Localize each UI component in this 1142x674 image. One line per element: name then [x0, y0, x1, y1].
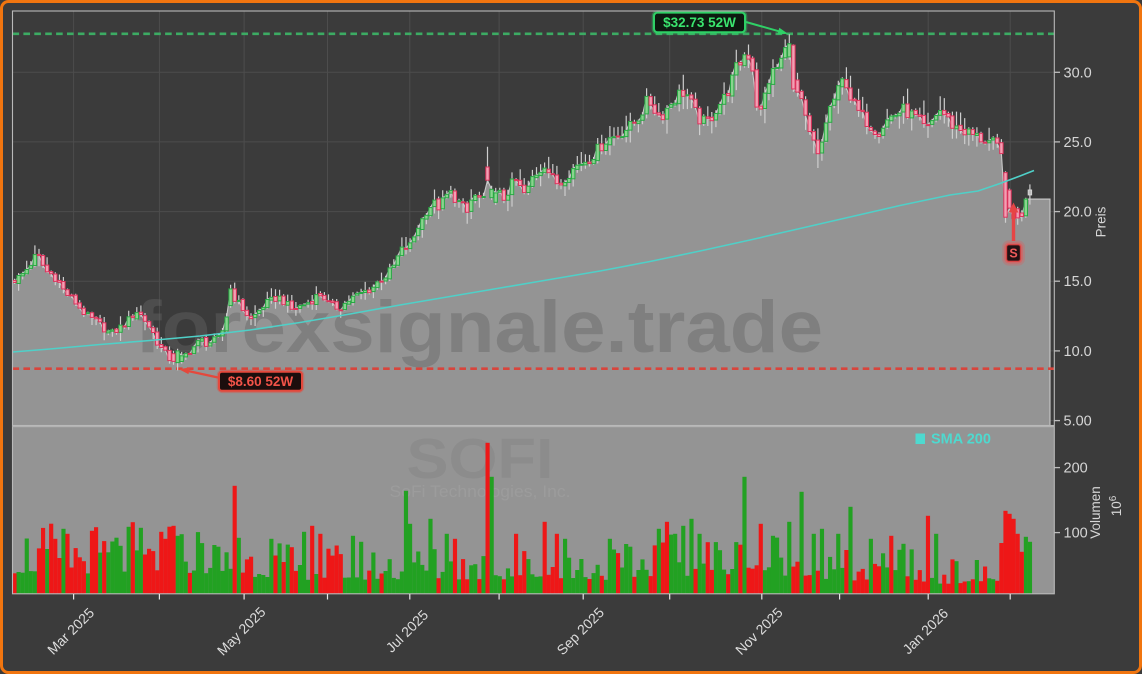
svg-text:$8.60 52W: $8.60 52W: [228, 374, 294, 389]
svg-text:forexsignale.trade: forexsignale.trade: [135, 287, 823, 368]
svg-text:Preis: Preis: [1094, 206, 1109, 237]
svg-text:100: 100: [1064, 526, 1088, 542]
svg-text:25.0: 25.0: [1064, 135, 1092, 151]
svg-text:SoFi Technologies, Inc.: SoFi Technologies, Inc.: [390, 482, 571, 501]
svg-text:SOFI: SOFI: [407, 427, 554, 491]
svg-text:5.00: 5.00: [1064, 414, 1092, 430]
svg-text:10.0: 10.0: [1064, 344, 1092, 360]
svg-text:SMA 200: SMA 200: [931, 432, 991, 448]
svg-text:S: S: [1009, 247, 1017, 261]
svg-text:20.0: 20.0: [1064, 205, 1092, 221]
svg-text:30.0: 30.0: [1064, 65, 1092, 81]
svg-text:Volumen: Volumen: [1088, 486, 1103, 539]
svg-text:15.0: 15.0: [1064, 274, 1092, 290]
svg-text:200: 200: [1064, 461, 1088, 477]
svg-text:$32.73 52W: $32.73 52W: [663, 15, 736, 30]
